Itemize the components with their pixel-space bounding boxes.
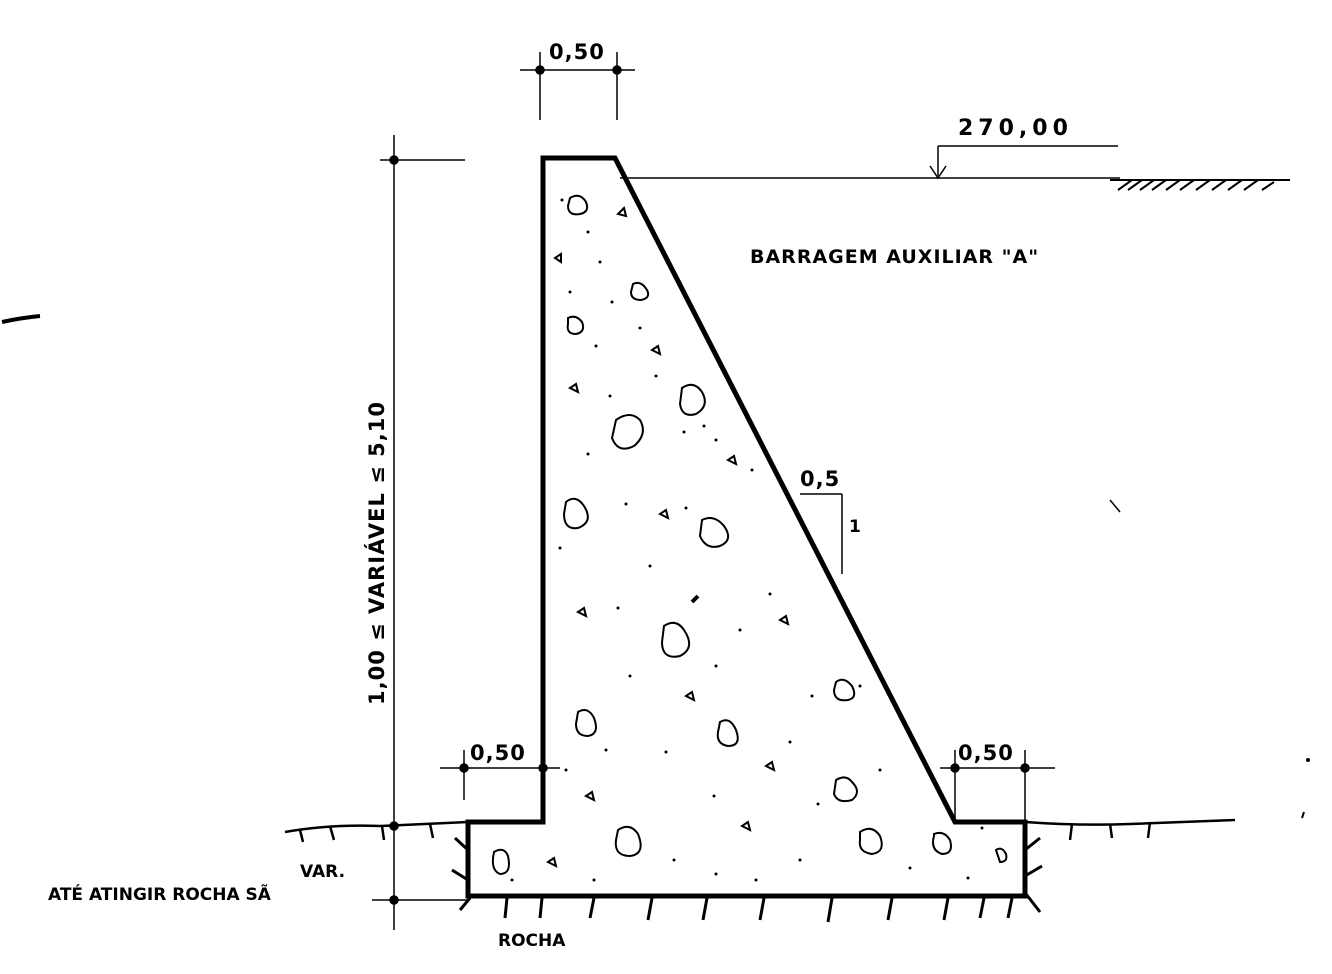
heel-width-label: 0,50 <box>470 741 526 765</box>
slope-horizontal-label: 0,5 <box>800 467 840 491</box>
structure-name-label: BARRAGEM AUXILIAR "A" <box>750 246 1039 268</box>
ground-hatch-left <box>298 823 435 843</box>
heel-width-dimension <box>440 740 560 820</box>
stray-mark-right <box>1109 499 1121 513</box>
ground-hatch-right <box>1068 821 1152 841</box>
aggregate-mark <box>690 594 700 604</box>
terrain-hatch-right <box>1110 179 1290 191</box>
stray-mark <box>1 314 41 324</box>
stray-dash <box>1301 811 1305 819</box>
height-label: 1,00 ≤ VARIÁVEL ≤ 5,10 <box>364 401 389 705</box>
toe-width-dimension <box>940 750 1055 822</box>
ground-line-left <box>284 820 469 834</box>
aggregate-small <box>546 206 1008 868</box>
slope-indicator <box>800 493 843 574</box>
rock-hatch-bottom <box>458 893 1042 923</box>
ground-line-right <box>1024 818 1236 826</box>
aggregate-dots <box>510 198 984 882</box>
elevation-marker <box>620 145 1120 180</box>
foundation-note-depth: ATÉ ATINGIR ROCHA SÃ <box>48 882 272 905</box>
slope-vertical-label: 1 <box>849 517 861 537</box>
toe-width-label: 0,50 <box>958 741 1014 765</box>
crest-elevation-label: 270,00 <box>958 116 1073 141</box>
aggregate-stones <box>491 194 952 876</box>
dam-body-outline <box>465 155 1028 899</box>
foundation-note-var: VAR. <box>300 862 345 882</box>
rock-hatch-sides <box>451 836 1043 882</box>
foundation-material-label: ROCHA <box>498 931 566 951</box>
crest-width-label: 0,50 <box>549 40 605 64</box>
crest-width-dimension <box>520 52 635 120</box>
height-dimension <box>372 135 470 930</box>
stray-dot <box>1306 758 1310 762</box>
